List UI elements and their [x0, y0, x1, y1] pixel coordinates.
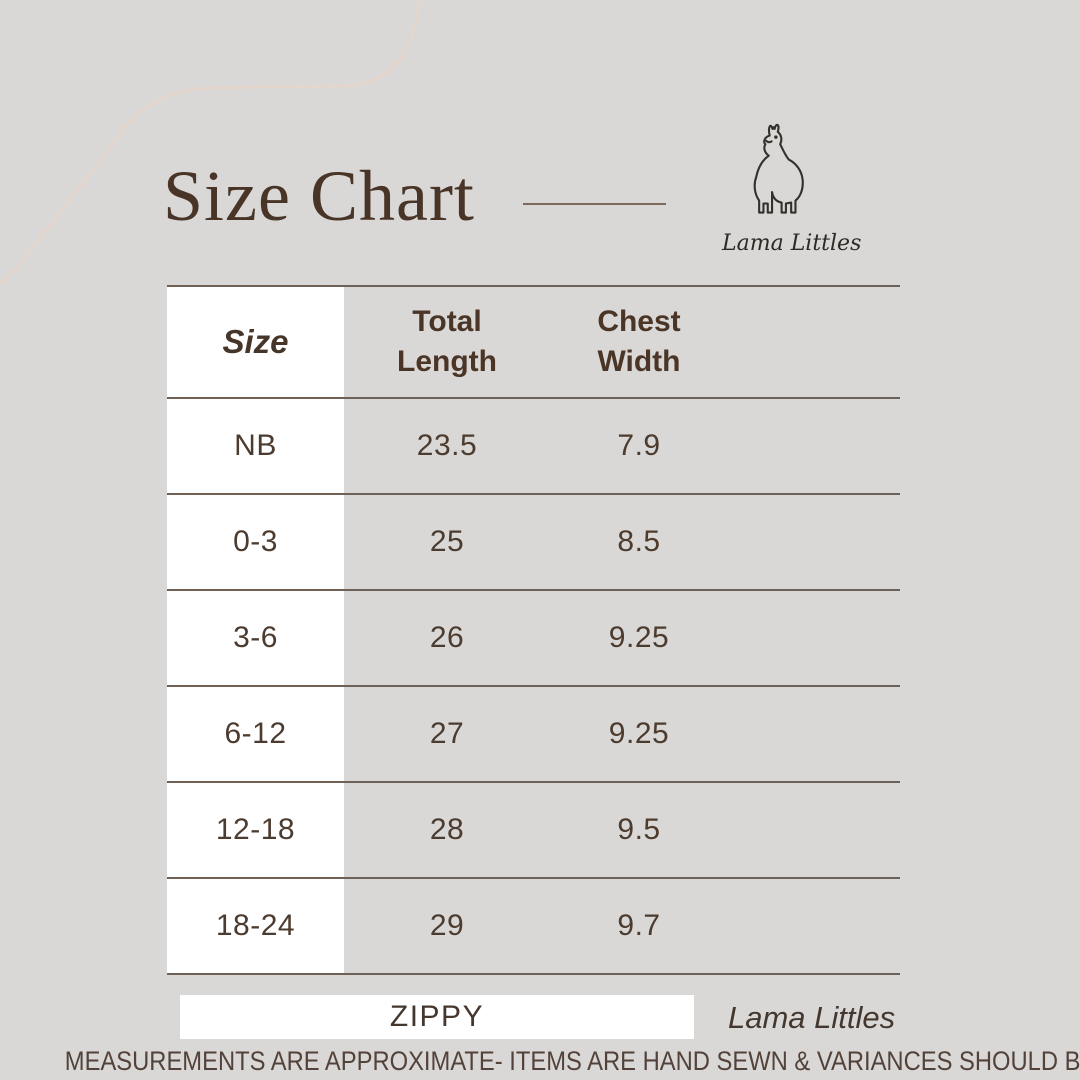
cell-spacer [728, 783, 900, 877]
disclaimer-text: MEASUREMENTS ARE APPROXIMATE- ITEMS ARE … [64, 1046, 1080, 1076]
brand-wordmark: Lama Littles [722, 231, 862, 256]
product-name-bar: ZIPPY [180, 995, 694, 1039]
cell-size: NB [167, 399, 344, 493]
page-title: Size Chart [163, 156, 475, 236]
table-row: NB 23.5 7.9 [167, 399, 900, 495]
cell-spacer [728, 591, 900, 685]
cell-chest-width: 9.7 [617, 909, 661, 942]
cell-total-length: 26 [429, 621, 465, 654]
cell-size: 6-12 [167, 687, 344, 781]
cell-total-length: 27 [429, 717, 465, 750]
header-cell-spacer [728, 287, 900, 397]
cell-total-length: 25 [429, 525, 465, 558]
cell-chest-width: 8.5 [617, 525, 661, 558]
cell-total-length: 28 [429, 813, 465, 846]
cell-chest-width: 9.5 [617, 813, 661, 846]
cell-size: 0-3 [167, 495, 344, 589]
table-row: 12-18 28 9.5 [167, 783, 900, 879]
cell-chest-width: 9.25 [608, 717, 670, 750]
alpaca-line-drawing-icon [753, 123, 804, 214]
cell-chest-width: 7.9 [617, 429, 661, 462]
cell-size: 3-6 [167, 591, 344, 685]
header-cell-total-length: Total Length [397, 304, 497, 379]
cell-chest-width: 9.25 [608, 621, 670, 654]
brand-signature: Lama Littles [728, 1000, 896, 1035]
cell-total-length: 23.5 [416, 429, 478, 462]
product-name: ZIPPY [389, 1000, 485, 1033]
size-table-body: NB 23.5 7.9 0-3 25 8.5 3-6 26 9.25 [167, 399, 900, 975]
header-cell-size: Size [167, 287, 344, 397]
cell-spacer [728, 495, 900, 589]
table-row: 18-24 29 9.7 [167, 879, 900, 975]
cell-spacer [728, 399, 900, 493]
header-cell-chest-width: Chest Width [597, 304, 681, 379]
cell-total-length: 29 [429, 909, 465, 942]
title-dash-line [523, 203, 666, 205]
cell-size: 18-24 [167, 879, 344, 973]
cell-spacer [728, 687, 900, 781]
table-header-row: Size Total Length Chest Width [167, 287, 900, 399]
cell-size: 12-18 [167, 783, 344, 877]
table-row: 6-12 27 9.25 [167, 687, 900, 783]
table-row: 0-3 25 8.5 [167, 495, 900, 591]
size-chart-table: Size Total Length Chest Width NB 23.5 7.… [167, 285, 900, 975]
table-row: 3-6 26 9.25 [167, 591, 900, 687]
brand-logo: Lama Littles [722, 118, 862, 256]
cell-spacer [728, 879, 900, 973]
